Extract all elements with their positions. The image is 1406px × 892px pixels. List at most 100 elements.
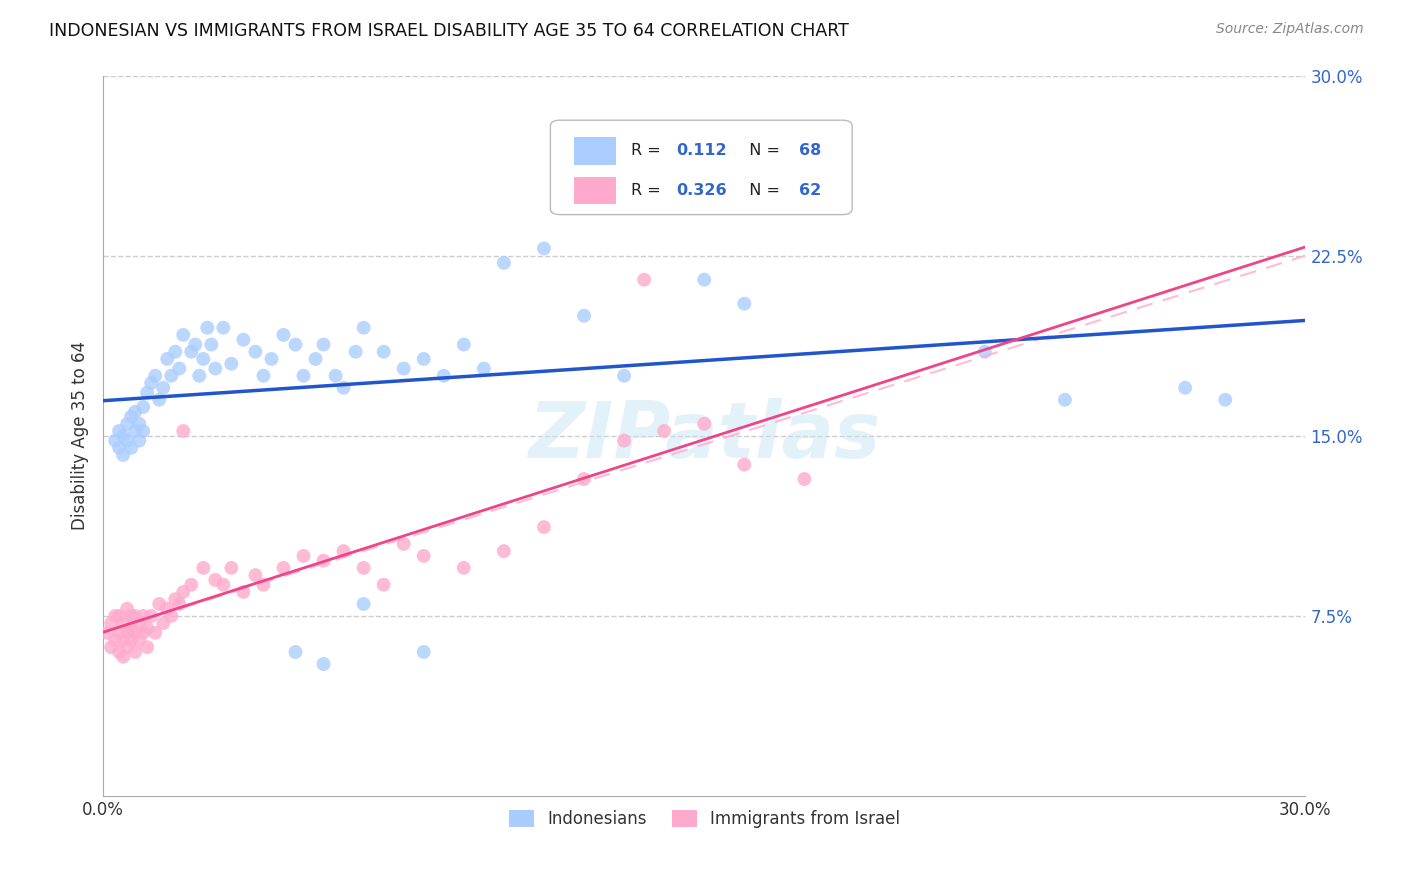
Point bbox=[165, 344, 187, 359]
Point bbox=[312, 554, 335, 568]
Point bbox=[124, 609, 146, 624]
Point bbox=[212, 578, 235, 592]
Point bbox=[108, 625, 131, 640]
Point bbox=[160, 609, 183, 624]
Point bbox=[373, 344, 395, 359]
Point bbox=[533, 242, 555, 256]
Point bbox=[733, 458, 755, 472]
Point bbox=[124, 405, 146, 419]
Point bbox=[472, 361, 495, 376]
Point bbox=[193, 561, 215, 575]
Point bbox=[572, 309, 595, 323]
Point bbox=[221, 357, 243, 371]
Text: 0.112: 0.112 bbox=[676, 144, 727, 158]
Point bbox=[204, 573, 226, 587]
Point bbox=[188, 368, 211, 383]
Point bbox=[195, 320, 218, 334]
Point bbox=[572, 472, 595, 486]
Point bbox=[141, 376, 163, 390]
Point bbox=[453, 561, 475, 575]
Text: Source: ZipAtlas.com: Source: ZipAtlas.com bbox=[1216, 22, 1364, 37]
Point bbox=[169, 361, 191, 376]
Point bbox=[120, 409, 142, 424]
Point bbox=[108, 424, 131, 438]
Point bbox=[232, 585, 254, 599]
Point bbox=[108, 441, 131, 455]
Bar bbox=[575, 137, 616, 164]
Point bbox=[312, 337, 335, 351]
Point bbox=[693, 273, 716, 287]
Point bbox=[143, 368, 166, 383]
Point bbox=[132, 424, 155, 438]
Point bbox=[143, 625, 166, 640]
Point bbox=[115, 417, 138, 431]
Point bbox=[292, 549, 315, 563]
Point bbox=[172, 424, 194, 438]
Point bbox=[115, 625, 138, 640]
Text: 68: 68 bbox=[799, 144, 821, 158]
Point bbox=[160, 368, 183, 383]
Point bbox=[96, 625, 118, 640]
Point bbox=[132, 625, 155, 640]
Point bbox=[412, 645, 434, 659]
Text: R =: R = bbox=[631, 183, 666, 198]
Point bbox=[120, 621, 142, 635]
Point bbox=[104, 632, 127, 647]
Point bbox=[204, 361, 226, 376]
Point bbox=[172, 327, 194, 342]
Point bbox=[112, 429, 135, 443]
Point bbox=[252, 368, 274, 383]
Point bbox=[245, 344, 267, 359]
Point bbox=[1213, 392, 1236, 407]
Point bbox=[120, 609, 142, 624]
Point bbox=[793, 472, 815, 486]
Point bbox=[533, 520, 555, 534]
Point bbox=[148, 597, 170, 611]
Point bbox=[156, 601, 179, 615]
Point bbox=[332, 381, 354, 395]
Point bbox=[492, 544, 515, 558]
Point bbox=[973, 344, 995, 359]
Point bbox=[613, 368, 636, 383]
Text: N =: N = bbox=[740, 183, 786, 198]
Point bbox=[180, 578, 202, 592]
Point bbox=[120, 441, 142, 455]
Point bbox=[1053, 392, 1076, 407]
Point bbox=[108, 645, 131, 659]
Point bbox=[136, 640, 159, 655]
Legend: Indonesians, Immigrants from Israel: Indonesians, Immigrants from Israel bbox=[502, 803, 907, 835]
Point bbox=[112, 616, 135, 631]
Point bbox=[373, 578, 395, 592]
Point bbox=[124, 645, 146, 659]
Point bbox=[332, 544, 354, 558]
Point bbox=[136, 621, 159, 635]
Point bbox=[156, 351, 179, 366]
Point bbox=[353, 561, 375, 575]
Point bbox=[115, 434, 138, 448]
Point bbox=[392, 361, 415, 376]
Point bbox=[112, 448, 135, 462]
Text: INDONESIAN VS IMMIGRANTS FROM ISRAEL DISABILITY AGE 35 TO 64 CORRELATION CHART: INDONESIAN VS IMMIGRANTS FROM ISRAEL DIS… bbox=[49, 22, 849, 40]
Point bbox=[1174, 381, 1197, 395]
Point bbox=[652, 153, 675, 167]
Point bbox=[325, 368, 347, 383]
Point bbox=[128, 632, 150, 647]
Point bbox=[112, 649, 135, 664]
Point bbox=[193, 351, 215, 366]
Point bbox=[141, 609, 163, 624]
Point bbox=[232, 333, 254, 347]
Point bbox=[433, 368, 456, 383]
Point bbox=[104, 609, 127, 624]
Text: N =: N = bbox=[740, 144, 786, 158]
Point bbox=[344, 344, 367, 359]
Point bbox=[212, 320, 235, 334]
Point bbox=[200, 337, 222, 351]
Point bbox=[284, 645, 307, 659]
Point bbox=[652, 424, 675, 438]
Text: ZIPatlas: ZIPatlas bbox=[529, 398, 880, 474]
Point bbox=[412, 549, 434, 563]
Y-axis label: Disability Age 35 to 64: Disability Age 35 to 64 bbox=[72, 342, 89, 531]
Bar bbox=[575, 177, 616, 204]
Point bbox=[115, 601, 138, 615]
Point bbox=[169, 597, 191, 611]
